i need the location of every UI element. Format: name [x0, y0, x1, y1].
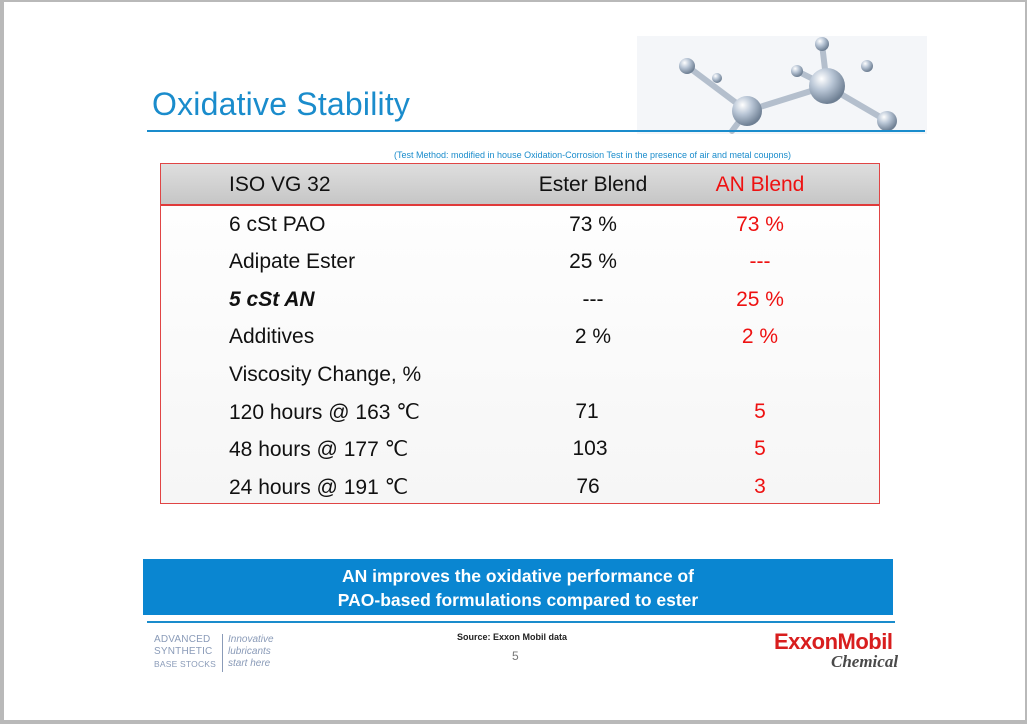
row-label: Viscosity Change, % — [229, 363, 422, 386]
banner-line-1: AN improves the oxidative performance of — [341, 566, 695, 586]
table-header: ISO VG 32 Ester Blend AN Blend — [161, 164, 879, 206]
row-label: 48 hours @ 177 ℃ — [229, 438, 409, 461]
test-method-note: (Test Method: modified in house Oxidatio… — [394, 150, 792, 160]
asbs-line-3: BASE STOCKS — [154, 659, 217, 669]
page-title: Oxidative Stability — [152, 86, 411, 122]
header-iso-vg: ISO VG 32 — [229, 173, 331, 196]
row-label: Additives — [229, 325, 315, 348]
slide: Oxidative Stability (Test Method: modifi… — [4, 2, 1025, 720]
footer-rule — [147, 621, 895, 623]
conclusion-banner: AN improves the oxidative performance of… — [143, 559, 893, 615]
title-rule — [147, 130, 925, 132]
asbs-line-1: ADVANCED — [154, 634, 211, 645]
asbs-tagline-2: lubricants — [228, 646, 271, 657]
row-label: 120 hours @ 163 ℃ — [229, 401, 420, 424]
chemical-logo-text: Chemical — [831, 652, 899, 671]
row-label: 6 cSt PAO — [229, 213, 326, 236]
exxonmobil-logo: ExxonMobil — [774, 629, 893, 654]
row-label: Adipate Ester — [229, 250, 356, 273]
row-label: 5 cSt AN — [229, 288, 315, 311]
asbs-tagline-3: start here — [228, 658, 271, 669]
asbs-divider — [222, 634, 223, 672]
page-number: 5 — [512, 649, 519, 663]
comparison-table: ISO VG 32 Ester Blend AN Blend 6 cSt PAO… — [160, 163, 880, 504]
source-note: Source: Exxon Mobil data — [457, 632, 568, 642]
asbs-line-2: SYNTHETIC — [154, 646, 213, 657]
asbs-tagline-1: Innovative — [228, 634, 274, 645]
asbs-logo: ADVANCED SYNTHETIC BASE STOCKS Innovativ… — [154, 632, 289, 687]
banner-line-2: PAO-based formulations compared to ester — [337, 590, 699, 610]
molecule-decoration — [637, 36, 927, 134]
row-label: 24 hours @ 191 ℃ — [229, 476, 409, 499]
